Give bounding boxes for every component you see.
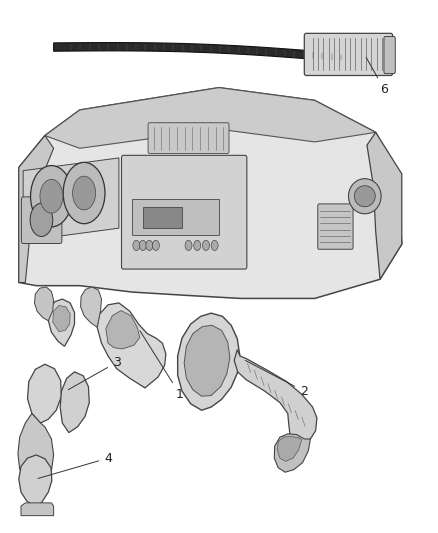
PathPatch shape bbox=[45, 87, 376, 148]
Text: 6: 6 bbox=[366, 58, 389, 96]
Circle shape bbox=[152, 240, 159, 251]
PathPatch shape bbox=[184, 325, 230, 396]
PathPatch shape bbox=[81, 287, 102, 327]
PathPatch shape bbox=[234, 350, 317, 443]
Circle shape bbox=[30, 203, 53, 237]
Text: 2: 2 bbox=[245, 360, 308, 398]
Text: 4: 4 bbox=[38, 451, 112, 479]
Circle shape bbox=[146, 240, 153, 251]
Circle shape bbox=[185, 240, 192, 251]
Circle shape bbox=[139, 240, 146, 251]
Bar bbox=[143, 207, 182, 228]
Ellipse shape bbox=[349, 179, 381, 214]
Circle shape bbox=[63, 163, 105, 224]
Text: 1: 1 bbox=[140, 331, 184, 401]
FancyBboxPatch shape bbox=[304, 34, 392, 76]
PathPatch shape bbox=[18, 414, 53, 484]
PathPatch shape bbox=[21, 503, 53, 515]
PathPatch shape bbox=[106, 311, 140, 349]
Circle shape bbox=[31, 166, 72, 227]
FancyBboxPatch shape bbox=[148, 123, 229, 154]
Ellipse shape bbox=[354, 185, 375, 207]
FancyBboxPatch shape bbox=[121, 155, 247, 269]
PathPatch shape bbox=[19, 87, 402, 298]
PathPatch shape bbox=[23, 158, 119, 241]
FancyBboxPatch shape bbox=[21, 197, 62, 244]
PathPatch shape bbox=[277, 437, 302, 462]
PathPatch shape bbox=[35, 287, 53, 321]
PathPatch shape bbox=[28, 364, 61, 423]
PathPatch shape bbox=[367, 132, 402, 279]
Circle shape bbox=[194, 240, 201, 251]
FancyBboxPatch shape bbox=[318, 204, 353, 249]
PathPatch shape bbox=[178, 313, 240, 410]
Text: 3: 3 bbox=[68, 356, 120, 390]
PathPatch shape bbox=[48, 299, 74, 346]
Circle shape bbox=[202, 240, 209, 251]
PathPatch shape bbox=[60, 372, 89, 433]
PathPatch shape bbox=[97, 303, 166, 388]
PathPatch shape bbox=[274, 434, 311, 472]
PathPatch shape bbox=[19, 135, 53, 282]
PathPatch shape bbox=[19, 455, 52, 506]
Circle shape bbox=[40, 180, 63, 213]
Circle shape bbox=[211, 240, 218, 251]
FancyBboxPatch shape bbox=[384, 37, 395, 74]
Circle shape bbox=[133, 240, 140, 251]
PathPatch shape bbox=[53, 305, 70, 332]
Circle shape bbox=[73, 176, 95, 210]
Polygon shape bbox=[53, 43, 354, 63]
Bar bbox=[132, 199, 219, 235]
